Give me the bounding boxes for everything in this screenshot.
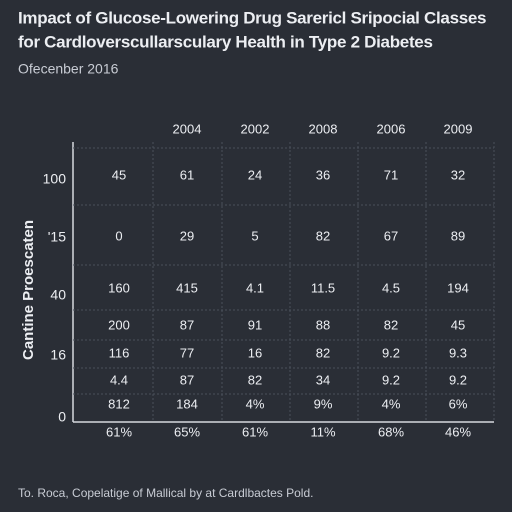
cell: 34: [316, 372, 330, 387]
cell: 82: [248, 372, 262, 387]
row-label: '15: [48, 229, 66, 245]
cell: 9.2: [382, 372, 400, 387]
cell: 71: [384, 167, 398, 182]
cell: 4.4: [110, 372, 128, 387]
row-label: 0: [58, 409, 66, 425]
column-header: 2006: [377, 121, 406, 136]
cell: 45: [451, 317, 465, 332]
row-label: 100: [43, 171, 67, 187]
footer: To. Roca, Copelatige of Mallical by at C…: [18, 486, 313, 500]
cell: 184: [176, 396, 198, 411]
title: for Cardloverscullarsculary Health in Ty…: [18, 32, 433, 51]
cell: 68%: [378, 424, 404, 439]
cell: 4%: [246, 396, 265, 411]
column-header: 2002: [241, 121, 270, 136]
cell: 36: [316, 167, 330, 182]
cell: 160: [108, 280, 130, 295]
cell: 77: [180, 345, 194, 360]
cell: 4%: [382, 396, 401, 411]
cell: 4.1: [246, 280, 264, 295]
cell: 11.5: [311, 280, 335, 295]
cell: 116: [109, 345, 130, 360]
axis-label: Cantine Proescaten: [20, 220, 37, 360]
cell: 87: [180, 372, 194, 387]
cell: 45: [112, 167, 126, 182]
cell: 0: [115, 228, 122, 243]
cell: 61%: [242, 424, 268, 439]
subtitle: Ofecenber 2016: [18, 61, 119, 77]
cell: 82: [384, 317, 398, 332]
cell: 200: [108, 317, 130, 332]
cell: 61: [180, 167, 194, 182]
cell: 82: [316, 345, 330, 360]
cell: 82: [316, 228, 330, 243]
title: Impact of Glucose-Lowering Drug Sarericl…: [18, 8, 486, 27]
cell: 812: [108, 396, 130, 411]
cell: 9.2: [382, 345, 400, 360]
column-header: 2008: [309, 121, 338, 136]
cell: 87: [180, 317, 194, 332]
cell: 415: [176, 280, 198, 295]
cell: 194: [447, 280, 469, 295]
row-label: 40: [50, 287, 66, 303]
cell: 61%: [106, 424, 132, 439]
cell: 24: [248, 167, 262, 182]
cell: 89: [451, 228, 465, 243]
cell: 65%: [174, 424, 200, 439]
cell: 16: [248, 345, 262, 360]
cell: 11%: [310, 424, 335, 439]
cell: 32: [451, 167, 465, 182]
cell: 6%: [449, 396, 468, 411]
cell: 5: [251, 228, 258, 243]
cell: 9%: [314, 396, 333, 411]
cell: 29: [180, 228, 194, 243]
column-header: 2004: [173, 121, 202, 136]
cell: 67: [384, 228, 398, 243]
cell: 88: [316, 317, 330, 332]
row-label: 16: [50, 347, 66, 363]
cell: 91: [248, 317, 262, 332]
cell: 46%: [445, 424, 471, 439]
cell: 4.5: [382, 280, 400, 295]
column-header: 2009: [444, 121, 473, 136]
cell: 9.3: [449, 345, 467, 360]
cell: 9.2: [449, 372, 467, 387]
